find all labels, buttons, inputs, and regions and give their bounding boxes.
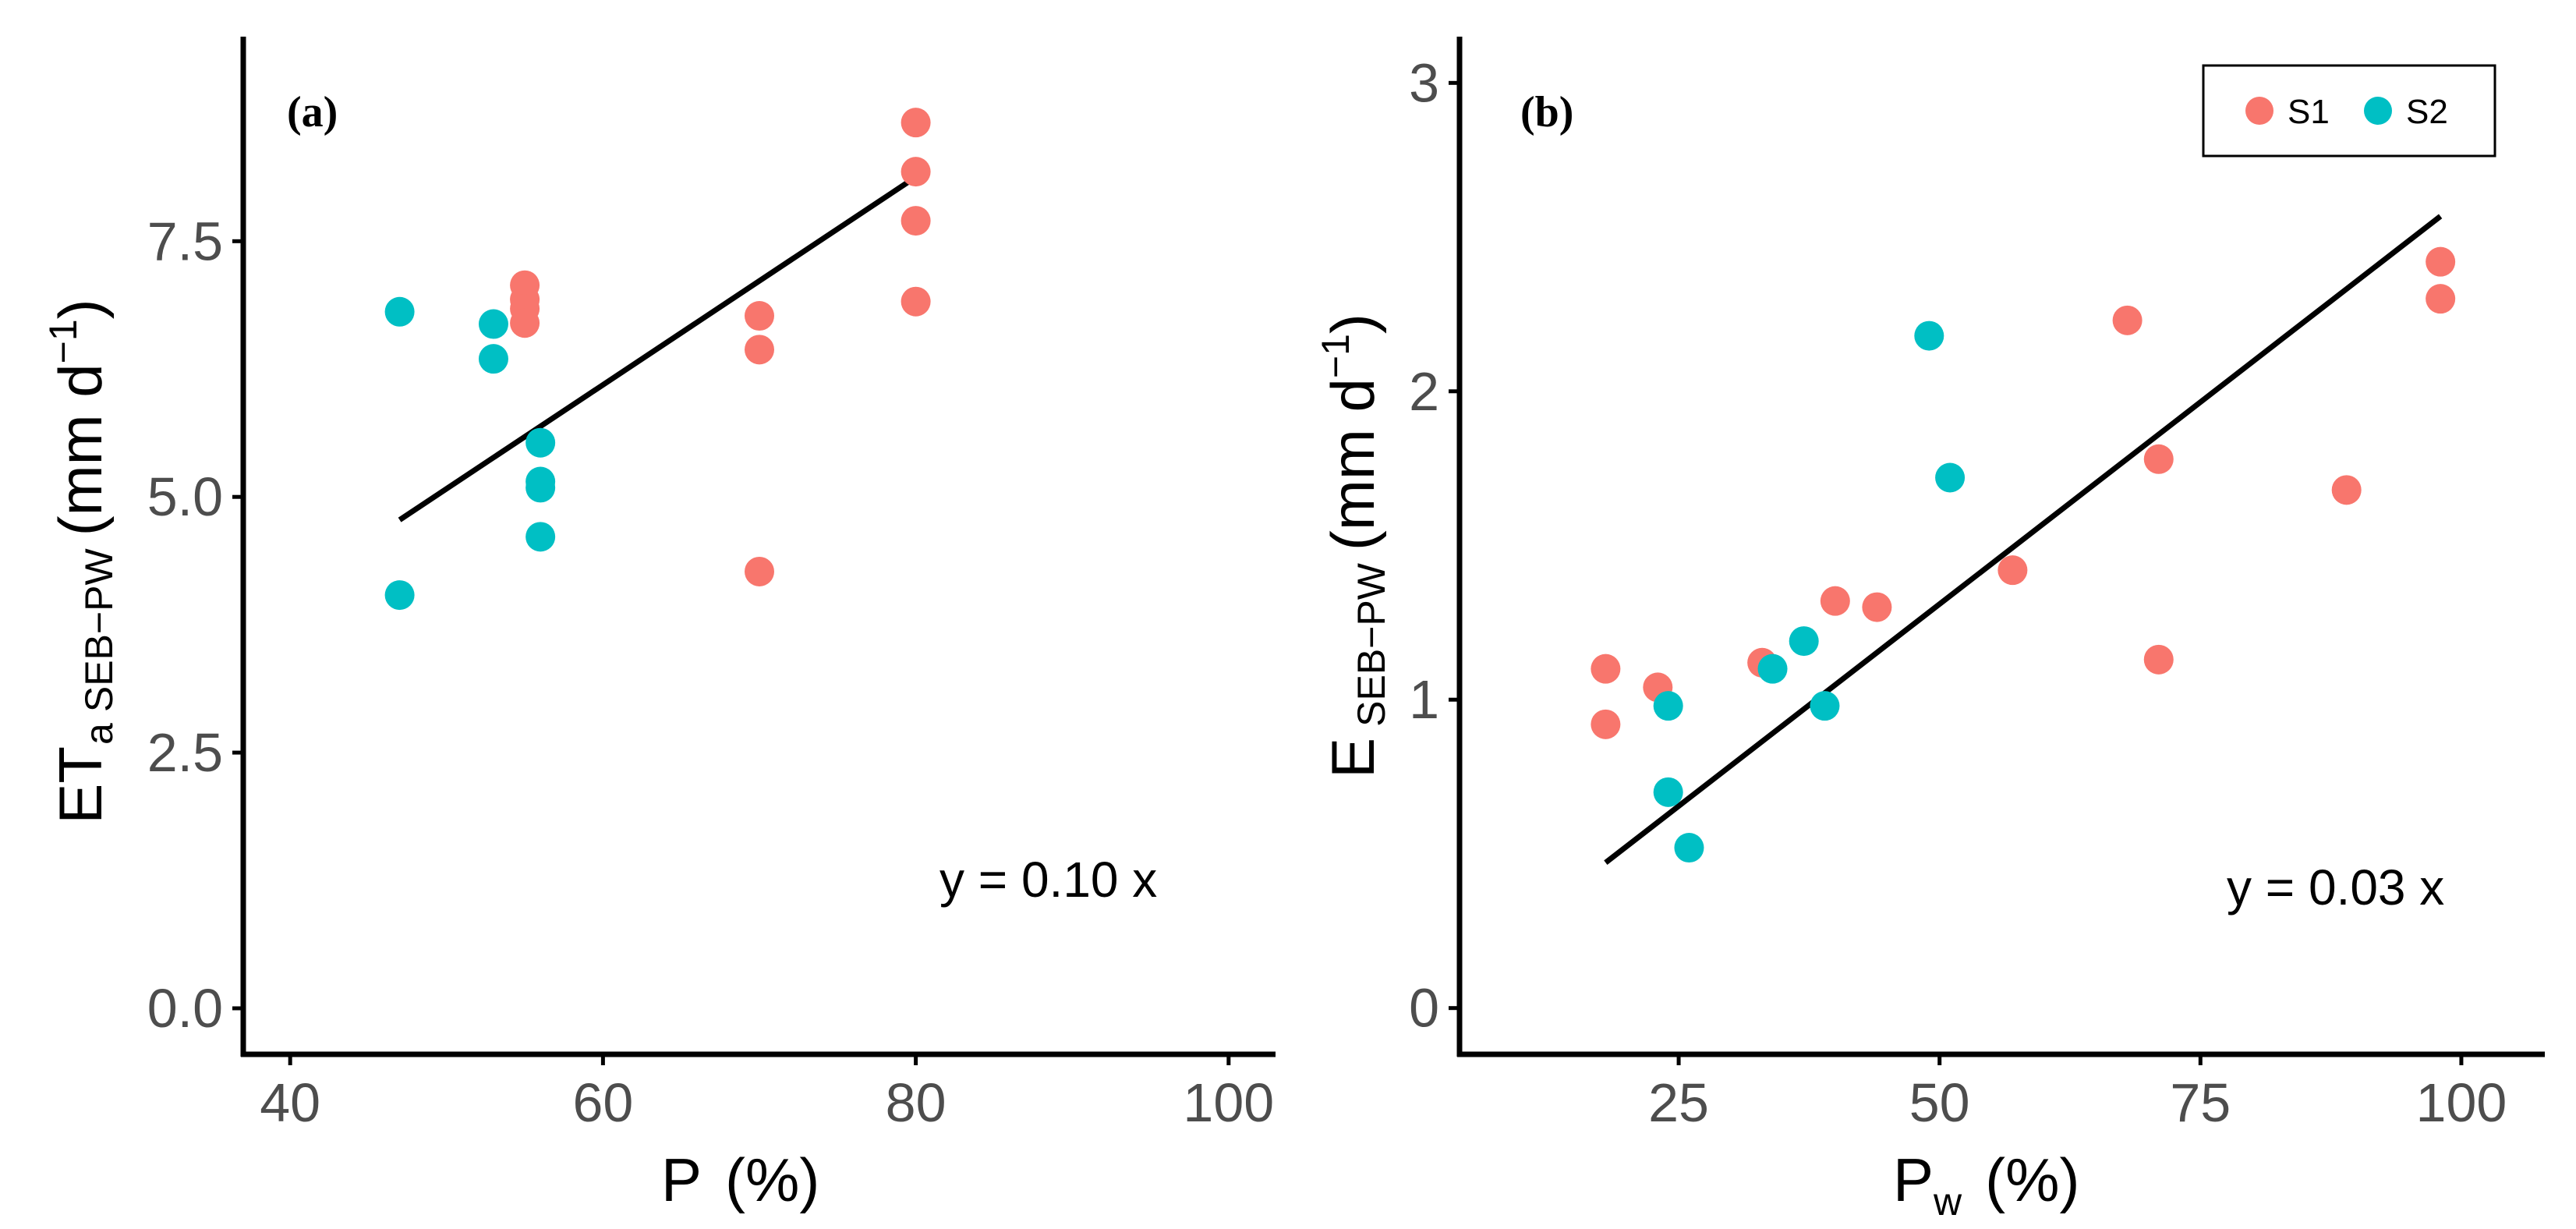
panel-b-point-s1 [2143,644,2174,675]
panel-b-point-s1 [1591,653,1621,684]
panel-b-point-s1 [2112,305,2143,335]
panel-b-label: (b) [1520,88,1573,136]
panel-a-point-s2 [384,580,415,611]
panel-b-x-tick-label: 50 [1909,1072,1970,1133]
legend-key-s1 [2245,97,2273,125]
panel-b-fit-line [1604,214,2443,865]
panel-a-point-s1 [510,308,540,338]
panel-b-equation: y = 0.03 x [2227,859,2444,916]
panel-a-point-s1 [901,206,931,236]
panel-b-point-s2 [1674,833,1704,863]
panel-a-point-s1 [745,556,774,586]
legend-label-s2: S2 [2406,93,2448,131]
panel-b-point-s2 [1810,691,1840,721]
panel-b-point-s1 [2331,475,2362,505]
panel-a-y-tick-label: 5.0 [147,466,223,527]
panel-a-x-tick-label: 100 [1183,1072,1274,1133]
panel-b-point-s1 [1862,592,1892,622]
panel-a-x-tick-label: 60 [572,1072,633,1133]
panel-a-fit-line [398,175,918,522]
panel-b-point-s2 [1914,321,1944,351]
legend-key-s2 [2364,97,2392,125]
panel-b-x-axis-title: Pw (%) [1893,1146,2079,1224]
panel-a-y-tick-label: 2.5 [147,722,223,783]
panel-a-equation: y = 0.10 x [939,852,1157,908]
panel-a-point-s2 [525,473,556,503]
panel-b-x-tick-label: 75 [2170,1072,2231,1133]
legend: S1 S2 [2202,64,2496,158]
panel-b-y-tick-label: 2 [1409,361,1439,422]
panel-a-point-s1 [901,286,931,317]
panel-a-y-tick-label: 7.5 [147,211,223,271]
panel-a-x-axis-title: P (%) [661,1146,819,1214]
legend-label-s1: S1 [2288,93,2330,131]
panel-a-point-s2 [525,522,556,552]
panel-b-point-s2 [1789,626,1819,657]
panel-b-point-s2 [1653,691,1683,721]
panel-a-point-s1 [745,335,774,365]
panel-a-point-s1 [901,108,931,138]
panel-a-point-s2 [525,427,556,458]
panel-b-point-s1 [2143,444,2174,474]
panel-a-y-axis-title: ETaSEB−PW(mm d−1) [41,299,121,823]
panel-b-x-tick-label: 25 [1648,1072,1709,1133]
panel-b-y-tick-label: 3 [1409,52,1439,113]
panel-b-y-axis-title: ESEB−PW(mm d−1) [1314,313,1393,778]
panel-a-x-tick-label: 40 [260,1072,320,1133]
panel-a-x-tick-label: 80 [886,1072,947,1133]
panel-a-y-tick-label: 0.0 [147,978,223,1039]
panel-b-point-s2 [1653,777,1683,807]
panel-b-point-s1 [1997,555,2028,586]
panel-b-point-s1 [2426,246,2456,277]
panel-a-scatter: 40 60 80 100 0.0 2.5 5.0 7.5 (a) y = 0.10 x P (%… [41,37,1276,1214]
panel-b-scatter: 25 50 75 100 0 1 2 3 (b) y = 0.03 x Pw (%) ESEB−… [1314,37,2545,1224]
panel-b-point-s1 [2426,284,2456,314]
panel-b-y-tick-label: 1 [1409,669,1439,730]
panel-a-point-s1 [745,301,774,331]
panel-a-point-s2 [478,309,508,339]
panel-b-x-tick-label: 100 [2416,1072,2507,1133]
panel-a-label: (a) [287,88,338,136]
panel-b-point-s1 [1591,709,1621,739]
panel-b-y-tick-label: 0 [1409,978,1439,1039]
panel-a-point-s1 [901,157,931,187]
panel-b-point-s2 [1757,653,1788,684]
panel-b-point-s2 [1935,462,1966,493]
panel-b-point-s1 [1820,586,1850,616]
panel-a-point-s2 [384,296,415,327]
panel-a-point-s2 [478,344,508,374]
